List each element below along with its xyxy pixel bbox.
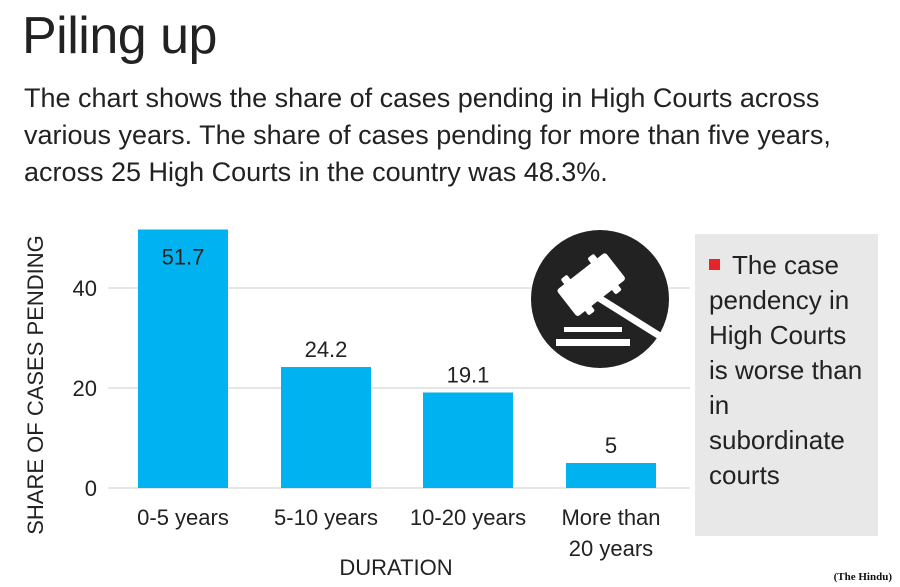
bar-value-labels: 51.7 24.2 19.1 5 <box>162 245 618 459</box>
x-tick-label: 5-10 years <box>274 505 378 530</box>
note-text: The case pendency in High Courts is wors… <box>709 250 863 490</box>
y-tick-label: 40 <box>73 276 97 301</box>
y-tick-label: 20 <box>73 376 97 401</box>
x-axis-label: DURATION <box>339 555 452 580</box>
bar <box>566 463 656 488</box>
bar-value-label: 24.2 <box>305 337 348 362</box>
bar-chart: 0 20 40 51.7 24.2 19.1 5 0-5 years 5-10 years 1… <box>23 229 690 580</box>
bar <box>281 367 371 488</box>
note-marker-icon <box>709 258 720 270</box>
y-axis-ticks: 0 20 40 <box>73 276 97 501</box>
note-box: The case pendency in High Courts is wors… <box>695 234 878 536</box>
bar-value-label: 19.1 <box>447 363 490 388</box>
source-credit: (The Hindu) <box>833 571 892 583</box>
bar <box>138 229 228 488</box>
y-tick-label: 0 <box>85 476 97 501</box>
x-tick-label: More than 20 years <box>561 505 660 561</box>
bar-value-label: 51.7 <box>162 245 205 270</box>
x-tick-label: 10-20 years <box>410 505 526 530</box>
x-tick-label: 0-5 years <box>137 505 229 530</box>
gavel-icon <box>531 230 669 368</box>
bar-value-label: 5 <box>605 433 617 458</box>
chart-subtitle: The chart shows the share of cases pendi… <box>24 83 831 187</box>
bars <box>138 229 656 488</box>
x-axis-ticks: 0-5 years 5-10 years 10-20 years More than 2… <box>137 505 660 561</box>
chart-title: Piling up <box>22 7 217 65</box>
y-axis-label: SHARE OF CASES PENDING <box>23 235 48 535</box>
bar <box>423 392 513 488</box>
